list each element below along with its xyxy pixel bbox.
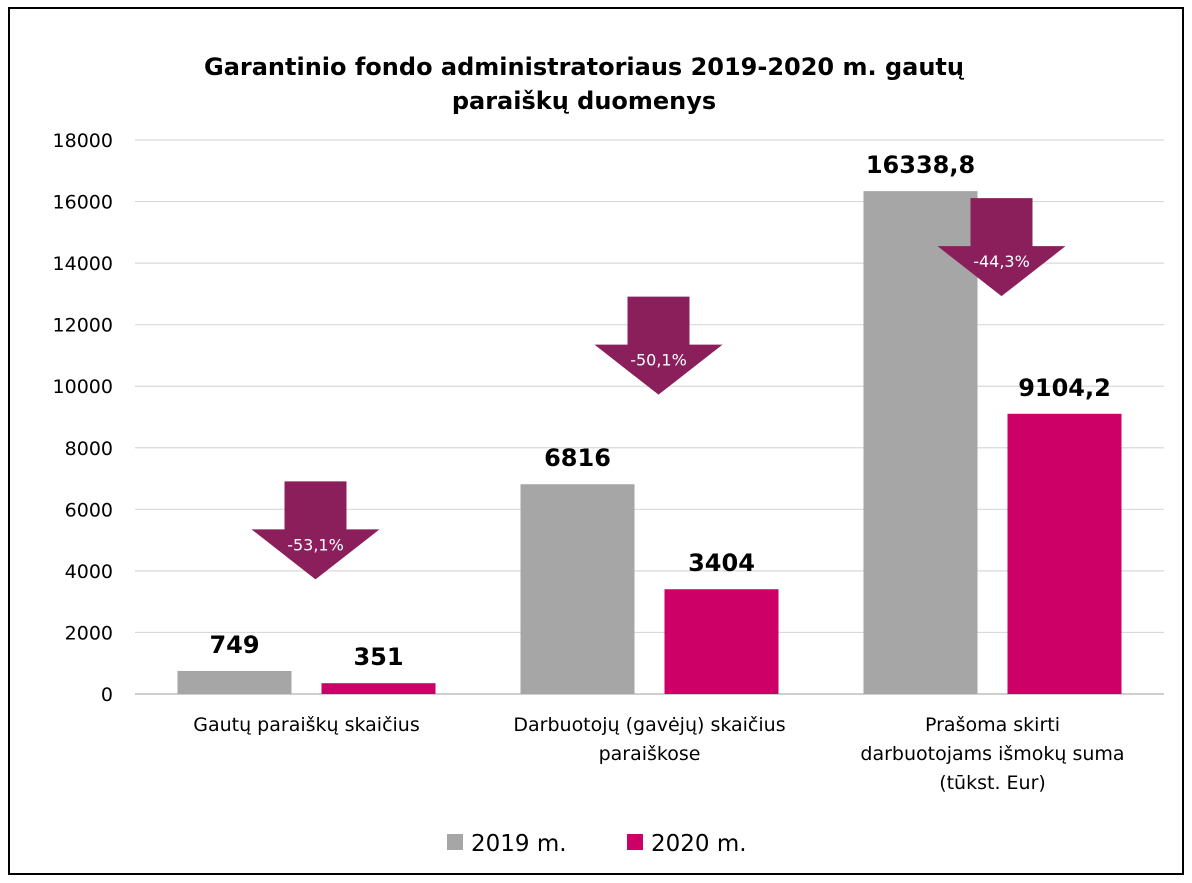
x-tick-label: darbuotojams išmokų suma xyxy=(860,743,1124,765)
legend-label: 2020 m. xyxy=(651,831,747,857)
chart-title-line-1: Garantinio fondo administratoriaus 2019-… xyxy=(204,53,965,81)
bar-2019 xyxy=(177,670,292,694)
bar-chart: Garantinio fondo administratoriaus 2019-… xyxy=(53,53,1164,857)
x-tick-label: (tūkst. Eur) xyxy=(939,772,1046,794)
data-label: 3404 xyxy=(688,549,755,577)
bar-2020 xyxy=(664,589,779,694)
chart-title: Garantinio fondo administratoriaus 2019-… xyxy=(204,53,965,115)
y-tick-label: 18000 xyxy=(53,130,113,152)
y-tick-label: 0 xyxy=(101,684,113,706)
y-tick-label: 6000 xyxy=(65,499,113,521)
x-tick-label: Gautų paraiškų skaičius xyxy=(193,714,420,736)
y-tick-label: 8000 xyxy=(65,438,113,460)
bar-2019 xyxy=(863,191,978,694)
y-tick-label: 16000 xyxy=(53,192,113,214)
bar-2019 xyxy=(520,484,635,694)
change-arrows: -53,1% -50,1% -44,3% xyxy=(251,198,1066,580)
bar-2020 xyxy=(321,683,436,694)
y-tick-label: 14000 xyxy=(53,253,113,275)
y-tick-label: 4000 xyxy=(65,561,113,583)
legend-label: 2019 m. xyxy=(471,831,567,857)
data-label: 749 xyxy=(209,631,259,659)
x-tick-label: paraiškose xyxy=(599,743,701,765)
chart-title-line-2: paraiškų duomenys xyxy=(452,87,716,115)
data-label: 9104,2 xyxy=(1018,374,1111,402)
legend-swatch xyxy=(627,834,643,850)
data-label: 351 xyxy=(353,643,403,671)
y-tick-label: 10000 xyxy=(53,376,113,398)
change-label: -50,1% xyxy=(630,351,687,370)
down-arrow-icon xyxy=(937,198,1066,297)
y-axis: 0 2000 4000 6000 8000 10000 12000 14000 16000 180… xyxy=(53,130,113,706)
legend-swatch xyxy=(447,834,463,850)
x-axis: Gautų paraiškų skaičius Darbuotojų (gavėj… xyxy=(193,714,1124,794)
chart-frame: Garantinio fondo administratoriaus 2019-… xyxy=(8,7,1184,875)
y-tick-label: 2000 xyxy=(65,622,113,644)
data-label: 16338,8 xyxy=(866,151,975,179)
data-label: 6816 xyxy=(544,444,611,472)
legend: 2019 m. 2020 m. xyxy=(447,831,747,857)
x-tick-label: Prašoma skirti xyxy=(925,714,1060,736)
bar-2020 xyxy=(1007,413,1122,694)
change-label: -53,1% xyxy=(287,535,344,554)
down-arrow-icon xyxy=(251,481,380,580)
x-tick-label: Darbuotojų (gavėjų) skaičius xyxy=(513,714,785,736)
change-label: -44,3% xyxy=(973,252,1030,271)
y-tick-label: 12000 xyxy=(53,315,113,337)
bars: 749 351 6816 3404 16338,8 9104,2 xyxy=(177,151,1122,694)
down-arrow-icon xyxy=(594,296,723,395)
